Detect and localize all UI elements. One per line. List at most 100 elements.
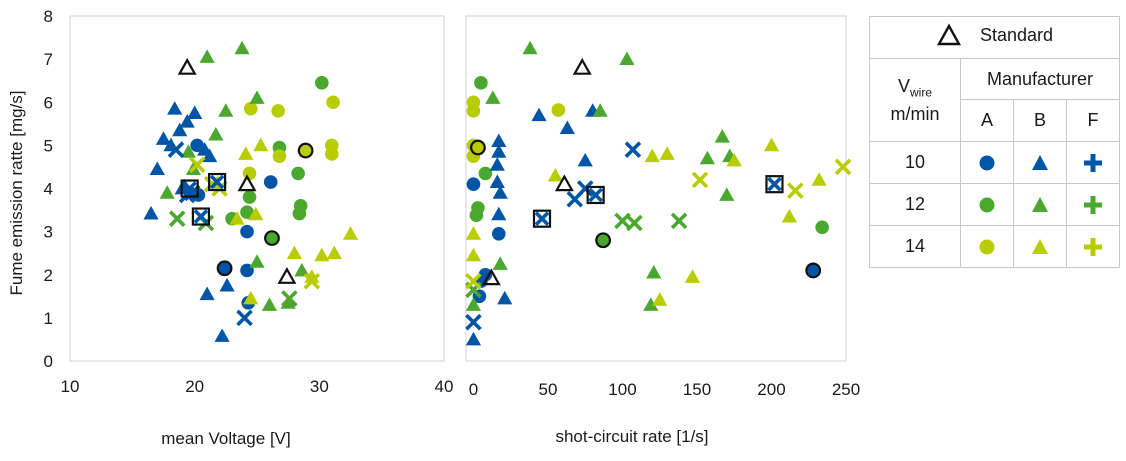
y-axis-title: Fume emission ratte [mg/s] — [7, 90, 26, 295]
data-point — [646, 264, 662, 279]
plus-icon — [1084, 237, 1102, 256]
data-point — [303, 272, 321, 290]
short-circuit-panel — [465, 15, 847, 362]
legend-b-12 — [1013, 183, 1067, 226]
x-axis-title-short-circuit: shot-circuit rate [1/s] — [555, 427, 708, 446]
data-point — [492, 256, 508, 270]
manufacturer-b: B — [1013, 99, 1067, 142]
data-point — [179, 114, 195, 128]
standard-point — [277, 267, 297, 284]
data-point — [592, 103, 608, 117]
data-point — [187, 105, 203, 119]
legend-standard-row: Standard — [869, 16, 1120, 59]
legend-f-12 — [1066, 183, 1120, 226]
x-tick-label: 200 — [757, 380, 785, 399]
standard-point — [554, 174, 574, 192]
data-point — [466, 104, 481, 118]
data-point — [240, 224, 254, 239]
data-point — [263, 175, 278, 189]
circle-icon — [979, 239, 995, 254]
data-point — [168, 210, 186, 227]
legend-manufacturer-row: A B F — [870, 99, 1120, 142]
standard-point — [805, 262, 822, 279]
data-point — [143, 205, 159, 220]
x-tick-label: 100 — [608, 380, 636, 399]
data-point — [652, 292, 668, 306]
data-point — [551, 103, 566, 117]
plus-icon — [1084, 153, 1102, 172]
legend-manufacturer-header: Manufacturer — [960, 58, 1120, 100]
data-point — [172, 122, 188, 137]
data-point — [670, 212, 688, 230]
data-point — [272, 149, 287, 163]
short-circuit-panel-points — [465, 40, 852, 346]
legend-f-14 — [1066, 225, 1120, 268]
data-point — [465, 297, 482, 311]
data-point — [261, 297, 278, 311]
data-point — [248, 206, 264, 221]
manufacturer-a: A — [960, 99, 1014, 142]
data-point — [214, 328, 230, 342]
y-tick-label: 1 — [44, 309, 53, 328]
data-point — [691, 171, 709, 189]
y-tick-label: 4 — [44, 180, 53, 199]
data-point — [286, 245, 302, 260]
data-point — [559, 120, 575, 135]
data-point — [619, 51, 635, 66]
data-point — [547, 167, 564, 182]
standard-point — [470, 139, 486, 156]
legend-row-14: 14 — [869, 225, 1120, 268]
data-point — [465, 272, 482, 290]
voltage-panel — [69, 15, 445, 362]
data-point — [465, 247, 482, 262]
data-point — [522, 40, 538, 55]
data-point — [234, 40, 250, 55]
legend-a-12 — [960, 183, 1014, 226]
data-point — [249, 90, 265, 104]
data-point — [243, 290, 259, 305]
y-tick-label: 3 — [44, 223, 53, 242]
data-point — [243, 101, 258, 116]
legend-b-14 — [1013, 225, 1067, 268]
data-point — [474, 76, 488, 90]
data-point — [485, 90, 501, 104]
data-point — [291, 166, 305, 181]
y-tick-label: 0 — [44, 352, 53, 371]
data-point — [469, 208, 484, 223]
data-point — [292, 206, 307, 221]
legend-triangle-mark — [1032, 238, 1048, 254]
data-point — [326, 245, 342, 260]
data-point — [624, 141, 642, 158]
vwire-subscript: wire — [910, 85, 933, 100]
legend-triangle-mark — [1032, 154, 1048, 170]
standard-point — [297, 142, 314, 159]
data-point — [491, 144, 507, 158]
plot-frame — [69, 15, 445, 362]
data-point — [208, 126, 224, 141]
standard-point — [177, 57, 197, 75]
voltage-panel-ticks: 0 1 2 3 4 5 6 7 8 10 20 30 40 — [44, 7, 454, 396]
x-tick-label: 20 — [185, 377, 204, 396]
legend-plus-horizontal — [1084, 160, 1102, 165]
legend-b-10 — [1013, 141, 1067, 184]
x-tick-label: 40 — [435, 377, 454, 396]
legend-circle-mark — [979, 155, 995, 170]
data-point — [242, 166, 257, 181]
y-tick-label: 2 — [44, 266, 53, 285]
legend-circle-mark — [979, 239, 995, 254]
legend-plus-horizontal — [1084, 244, 1102, 249]
short-circuit-panel-ticks: 0 50 100 150 200 250 — [469, 380, 860, 399]
standard-point — [586, 185, 605, 205]
standard-point — [208, 172, 227, 192]
x-tick-label: 30 — [310, 377, 329, 396]
data-point — [188, 156, 206, 174]
data-point — [314, 247, 330, 262]
data-point — [190, 138, 204, 153]
standard-label: Standard — [979, 24, 1054, 45]
data-point — [726, 152, 742, 167]
y-tick-label: 5 — [44, 136, 53, 155]
legend-vwire-header: Vwire m/min — [869, 58, 961, 142]
y-tick-label: 6 — [44, 93, 53, 112]
standard-point — [216, 260, 233, 277]
legend-plus-horizontal — [1084, 202, 1102, 207]
